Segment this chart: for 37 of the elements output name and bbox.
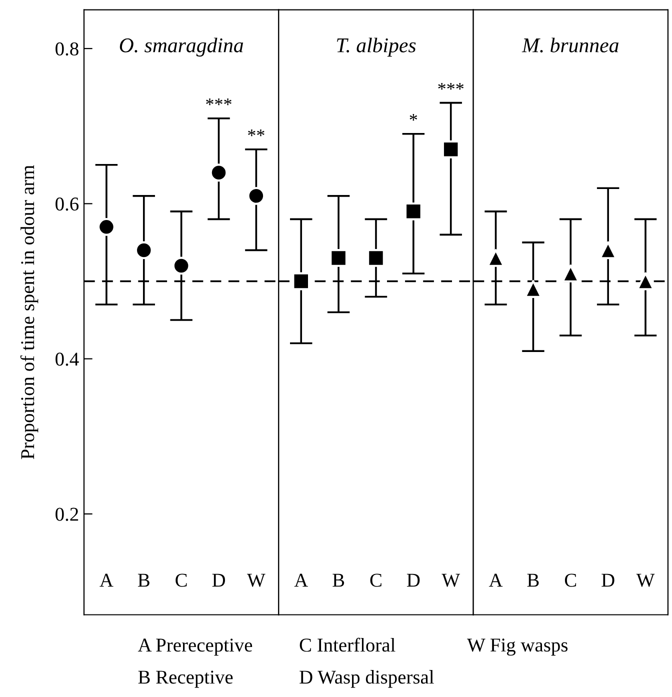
- y-tick-label: 0.6: [56, 197, 79, 211]
- x-tick-label: B: [527, 574, 539, 587]
- y-tick-label: 0.8: [56, 42, 78, 56]
- x-tick-label: W: [636, 574, 655, 587]
- text: M. brunnea: [522, 38, 618, 52]
- text: T. albipes: [337, 38, 416, 57]
- text: W Fig wasps: [467, 638, 568, 656]
- x-tick-label: A: [488, 574, 503, 587]
- y-axis-title: Proportion of time spent in odour arm: [20, 165, 38, 460]
- text: B Receptive: [138, 670, 233, 688]
- text: O. smaragdina: [120, 38, 244, 57]
- x-tick-label: D: [212, 574, 226, 587]
- y-tick-label: 0.4: [56, 352, 79, 366]
- point: [367, 249, 385, 267]
- x-tick-label: C: [564, 574, 576, 587]
- point: [247, 186, 266, 205]
- annotation: **: [248, 130, 264, 136]
- text: D Wasp dispersal: [300, 670, 434, 688]
- y-tick-label: 0.2: [56, 508, 78, 521]
- text: A Prereceptive: [138, 638, 252, 656]
- x-tick-label: A: [100, 574, 114, 587]
- x-tick-label: D: [602, 574, 614, 587]
- x-tick-label: D: [406, 574, 420, 587]
- x-tick-label: B: [332, 574, 344, 587]
- x-tick-label: W: [442, 574, 460, 587]
- annotation: ***: [206, 98, 232, 106]
- x-tick-label: W: [247, 574, 266, 587]
- x-tick-label: B: [138, 574, 150, 587]
- point: [210, 164, 228, 182]
- x-tick-label: C: [370, 574, 382, 587]
- x-tick-label: C: [176, 574, 187, 587]
- point: [172, 256, 190, 275]
- annotation: ***: [438, 83, 464, 90]
- text: C Interfloral: [300, 638, 396, 652]
- x-tick-label: A: [294, 574, 308, 587]
- point: [442, 140, 460, 158]
- annotation: *: [410, 114, 418, 121]
